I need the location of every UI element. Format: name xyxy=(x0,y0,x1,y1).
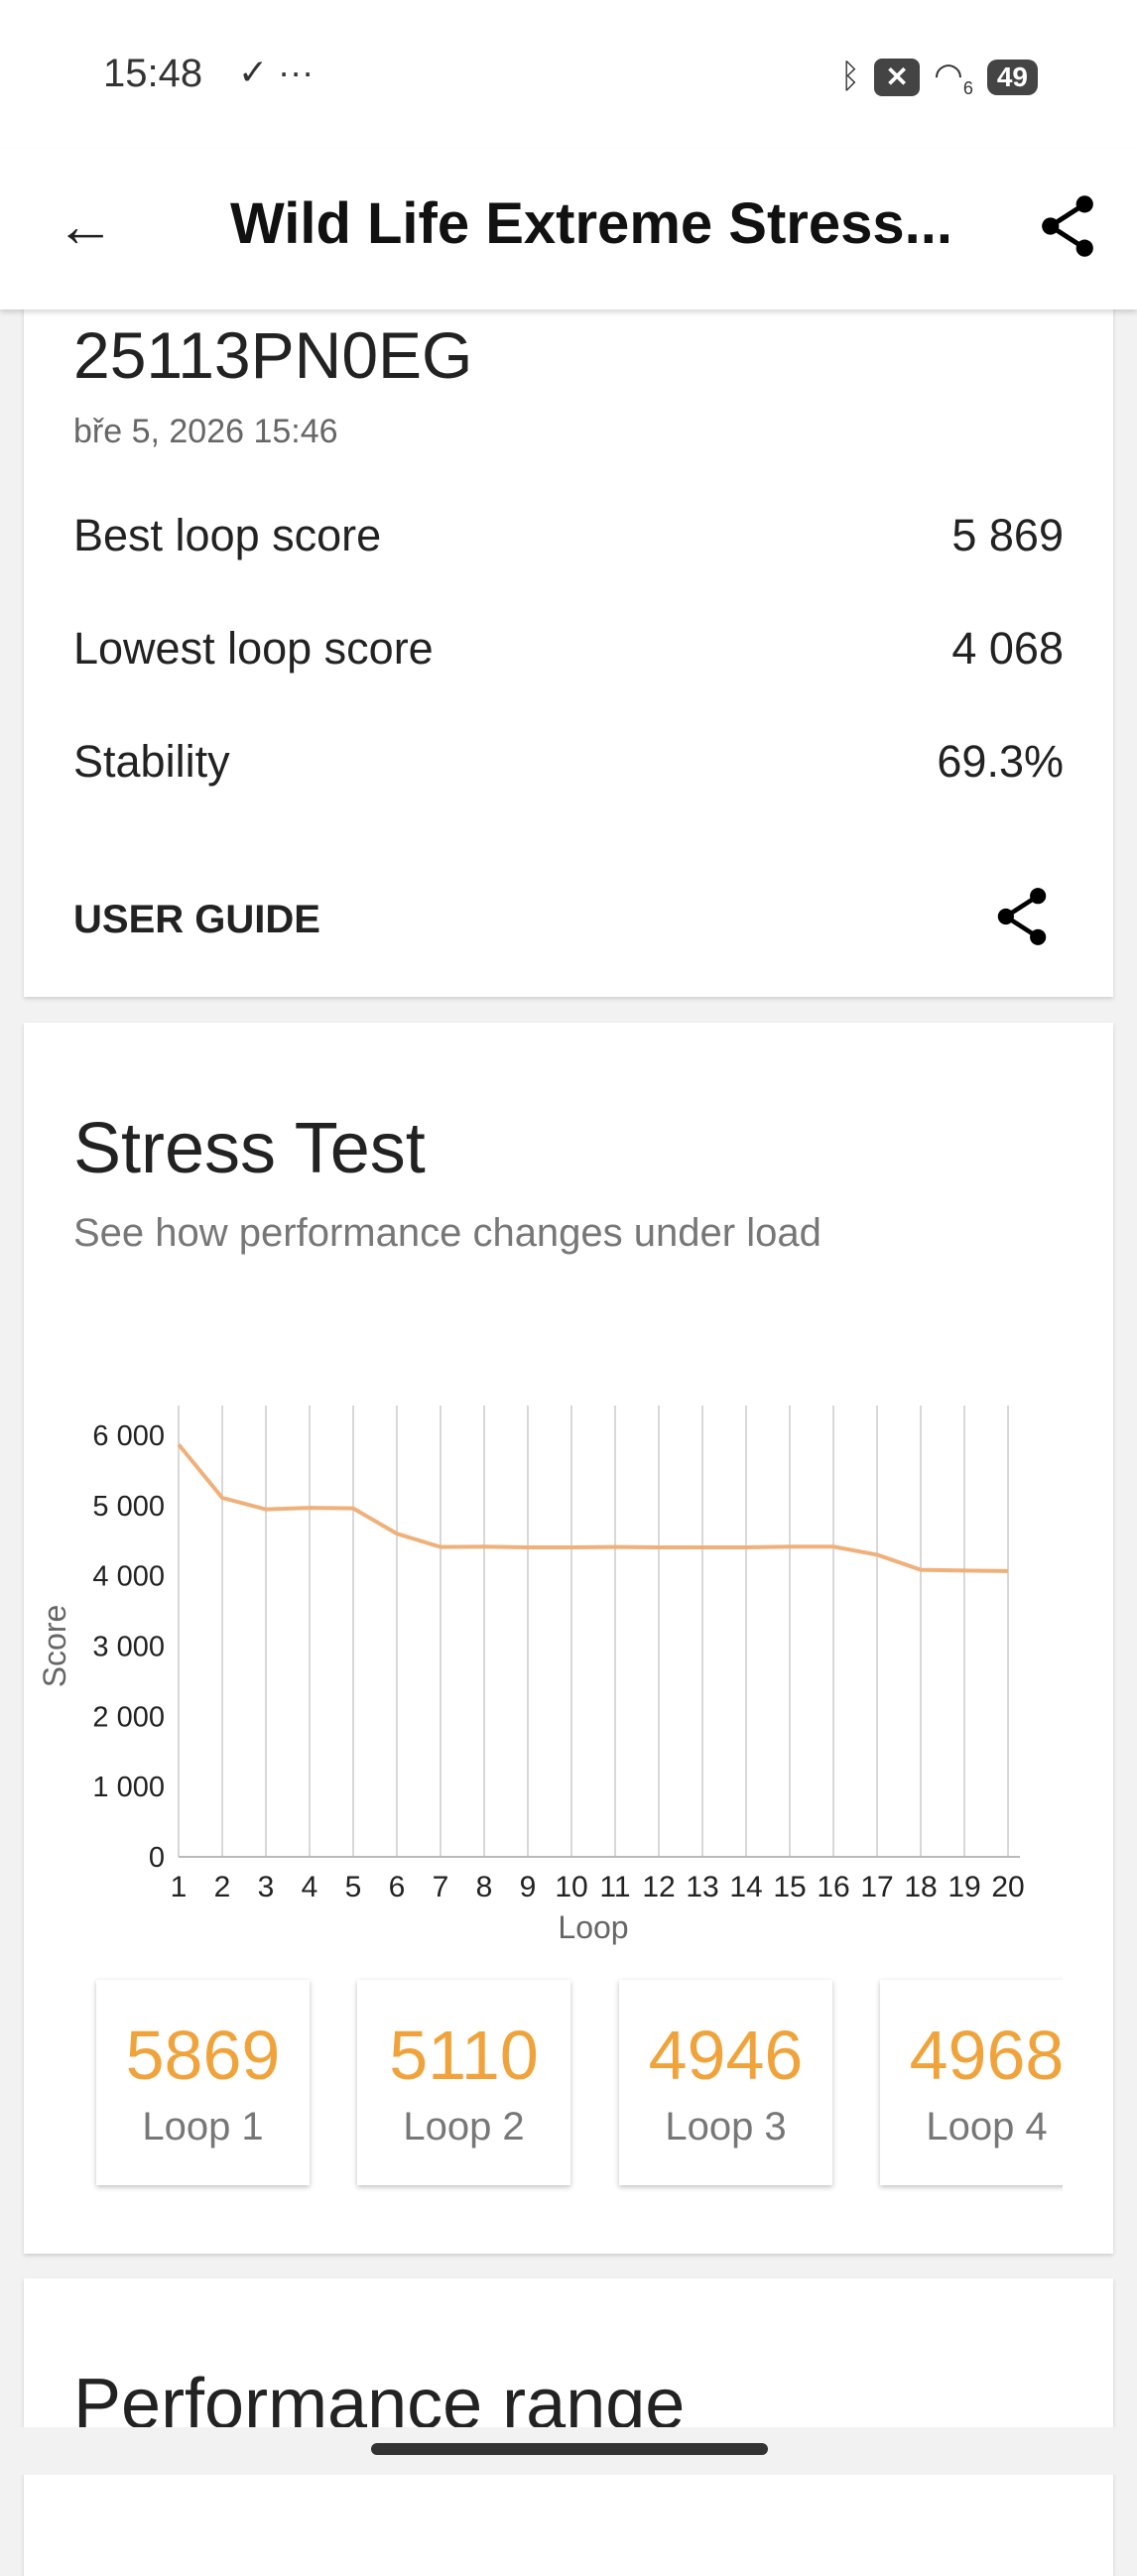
loop-label: Loop 4 xyxy=(880,2105,1063,2149)
stress-test-card: Stress Test See how performance changes … xyxy=(24,1023,1113,2254)
battery-icon: 49 xyxy=(987,60,1038,95)
bluetooth-icon: ᛒ xyxy=(840,58,860,96)
loop-score-tile: 4968 Loop 4 xyxy=(880,1980,1063,2185)
back-arrow-icon[interactable]: ← xyxy=(56,196,115,256)
app-bar: ← Wild Life Extreme Stress... xyxy=(0,149,1137,309)
loop-label: Loop 3 xyxy=(619,2105,832,2149)
loop-score: 5110 xyxy=(357,2016,570,2095)
home-gesture-handle[interactable] xyxy=(371,2443,768,2455)
share-icon[interactable] xyxy=(994,887,1050,946)
user-guide-link[interactable]: USER GUIDE xyxy=(73,898,320,942)
clock: 15:48 xyxy=(103,52,202,96)
wifi-icon: ◠6 xyxy=(934,56,973,99)
loop-score-tile: 5869 Loop 1 xyxy=(96,1980,310,2185)
loop-label: Loop 2 xyxy=(357,2105,570,2149)
share-icon[interactable] xyxy=(1038,194,1097,258)
loop-score: 5869 xyxy=(96,2016,310,2095)
loop-score-tile: 4946 Loop 3 xyxy=(619,1980,832,2185)
loop-label: Loop 1 xyxy=(96,2105,310,2149)
status-bar: 15:48 ✓ ··· ᛒ ✕ ◠6 49 xyxy=(0,0,1137,149)
no-sim-icon: ✕ xyxy=(874,59,920,96)
page-title: Wild Life Extreme Stress... xyxy=(230,190,952,257)
notification-icons: ✓ ··· xyxy=(238,52,314,93)
loop-score: 4968 xyxy=(880,2016,1063,2095)
loop-score-tile: 5110 Loop 2 xyxy=(357,1980,570,2185)
summary-card: 25113PN0EG bře 5, 2026 15:46 Best loop s… xyxy=(24,288,1113,997)
device-name: 25113PN0EG xyxy=(73,317,472,393)
navigation-bar xyxy=(0,2427,1137,2475)
loop-score: 4946 xyxy=(619,2016,832,2095)
test-date: bře 5, 2026 15:46 xyxy=(73,413,338,451)
